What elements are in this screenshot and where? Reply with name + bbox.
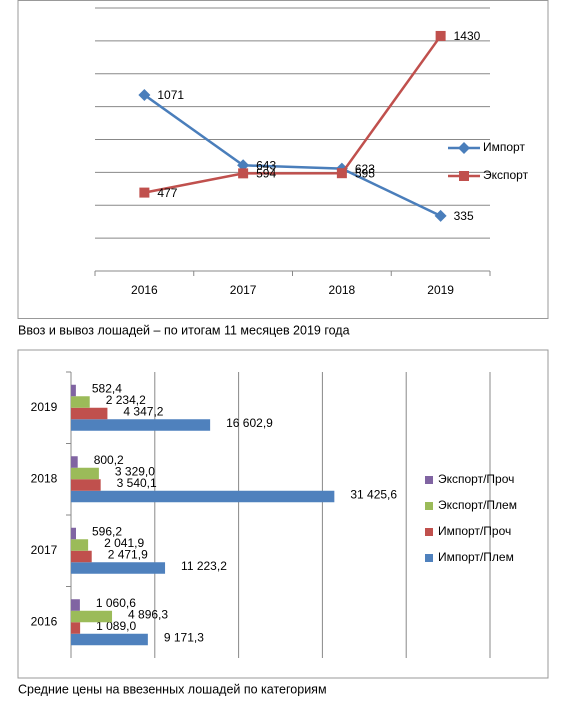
bar	[71, 407, 108, 420]
data-label: 9 171,3	[164, 631, 204, 645]
bar	[71, 599, 80, 611]
data-label: 1 089,0	[96, 619, 136, 633]
bar	[71, 562, 166, 574]
x-tick-label: 2017	[230, 283, 257, 297]
legend-swatch	[425, 476, 433, 484]
bar	[71, 479, 101, 491]
point	[434, 209, 447, 222]
legend-swatch	[425, 528, 433, 536]
data-label: 16 602,9	[226, 416, 273, 430]
data-label: 477	[157, 186, 177, 200]
bar	[71, 550, 92, 563]
y-tick-label: 2019	[31, 400, 58, 414]
y-tick-label: 2017	[31, 543, 58, 557]
point	[435, 30, 446, 41]
bar	[71, 419, 211, 431]
y-tick-label: 2018	[31, 471, 58, 485]
bar	[71, 633, 148, 646]
data-label: 595	[355, 166, 375, 180]
chart-frame	[17, 349, 549, 679]
bar	[71, 384, 76, 397]
data-label: 800,2	[94, 453, 124, 467]
legend-label: Экспорт	[483, 168, 529, 182]
caption: Средние цены на ввезенных лошадей по кат…	[18, 682, 327, 696]
legend-swatch	[425, 554, 433, 562]
data-label: 4 896,3	[128, 608, 168, 622]
legend-label: Экспорт/Плем	[438, 498, 517, 512]
y-tick-label: 2016	[31, 614, 58, 628]
data-label: 2 234,2	[106, 393, 146, 407]
data-label: 596,2	[92, 525, 122, 539]
bar	[71, 490, 335, 503]
x-tick-label: 2016	[131, 283, 158, 297]
data-label: 2 041,9	[104, 536, 144, 550]
data-label: 3 329,0	[115, 465, 155, 479]
point	[459, 171, 469, 181]
data-label: 643	[256, 158, 276, 172]
point	[238, 168, 249, 179]
point	[458, 142, 470, 154]
legend-swatch	[425, 502, 433, 510]
point	[336, 168, 347, 179]
legend-label: Импорт/Проч	[438, 524, 511, 538]
data-label: 582,4	[92, 382, 122, 396]
data-label: 2 471,9	[108, 548, 148, 562]
x-tick-label: 2019	[427, 283, 454, 297]
data-label: 11 223,2	[181, 559, 227, 573]
series-line	[143, 93, 442, 218]
point	[139, 187, 150, 198]
data-label: 1 060,6	[96, 596, 136, 610]
x-tick-label: 2018	[329, 283, 356, 297]
legend-label: Импорт	[483, 140, 525, 154]
caption: Ввоз и вывоз лошадей – по итогам 11 меся…	[18, 323, 350, 337]
bar	[71, 467, 99, 480]
data-label: 594	[256, 167, 276, 181]
series-line	[144, 35, 442, 194]
data-label: 1430	[454, 29, 481, 43]
data-label: 31 425,6	[350, 488, 397, 502]
data-label: 3 540,1	[117, 476, 157, 490]
chart-frame	[17, 0, 549, 319]
bar	[71, 527, 76, 540]
bar	[71, 539, 89, 551]
bar	[71, 396, 90, 408]
bar	[71, 622, 81, 634]
point	[237, 159, 250, 172]
data-label: 335	[454, 209, 474, 223]
data-label: 4 347,2	[123, 405, 163, 419]
data-label: 1071	[157, 88, 184, 102]
legend-label: Импорт/Плем	[438, 550, 514, 564]
data-label: 623	[355, 162, 375, 176]
bar	[71, 610, 113, 623]
bar	[71, 456, 78, 468]
legend-label: Экспорт/Проч	[438, 472, 514, 486]
point	[138, 88, 151, 101]
